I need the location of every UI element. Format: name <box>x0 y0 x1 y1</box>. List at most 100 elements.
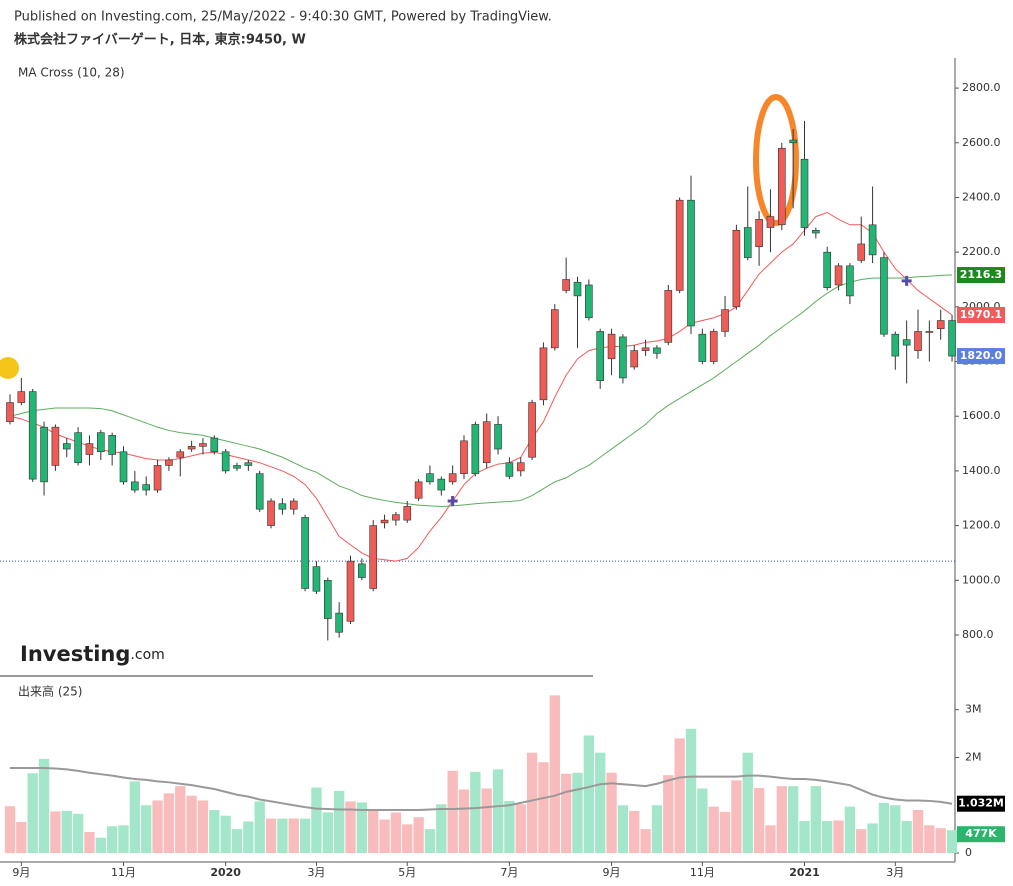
candle-body <box>698 333 707 362</box>
volume-bar <box>390 812 402 853</box>
y-tick-label: 2M <box>965 750 982 763</box>
y-tick-label: 1600.0 <box>962 409 1001 422</box>
volume-bar <box>595 752 606 853</box>
candle-body <box>505 462 514 477</box>
candle-body <box>619 336 627 379</box>
volume-title: 出来高 (25) <box>18 684 82 699</box>
ma-line <box>9 211 953 562</box>
volume-bar <box>697 788 708 853</box>
candle-body <box>562 279 570 291</box>
y-tick-label: 3M <box>965 703 982 716</box>
volume-bar <box>186 795 197 853</box>
candle-body <box>28 391 37 480</box>
ma-line <box>9 274 953 507</box>
volume-bar <box>322 812 333 853</box>
volume-bar <box>787 786 799 853</box>
volume-bar <box>333 790 345 853</box>
candle-body <box>789 139 797 144</box>
candle-body <box>834 265 843 286</box>
volume-bar <box>141 805 152 853</box>
y-tick-label: 800.0 <box>962 628 994 641</box>
volume-bar <box>583 735 595 853</box>
symbol-title: 株式会社ファイバーゲート, 日本, 東京:9450, W <box>14 32 306 48</box>
candle-body <box>630 350 639 368</box>
candle-body <box>687 199 695 327</box>
candle-body <box>653 347 661 354</box>
candle-body <box>153 465 162 491</box>
y-tick-label: 1400.0 <box>962 464 1001 477</box>
volume-bar <box>685 728 697 853</box>
candle-body <box>199 443 207 447</box>
volume-bar <box>16 821 27 853</box>
volume-bar <box>402 824 413 853</box>
y-tick-label: 2600.0 <box>962 136 1001 149</box>
last-value-label: 1820.0 <box>960 349 1003 362</box>
candle-body <box>709 331 718 362</box>
candle-body <box>187 446 196 450</box>
volume-bar <box>379 819 390 853</box>
volume-bar <box>617 805 629 853</box>
volume-bar <box>890 805 901 853</box>
candle-body <box>40 426 48 483</box>
candle-body <box>743 227 752 258</box>
volume-bar <box>38 758 50 853</box>
volume-bar <box>50 811 61 853</box>
y-tick-label: 0 <box>965 846 972 859</box>
candle-body <box>17 391 26 403</box>
volume-bar <box>470 771 481 853</box>
candle-body <box>312 566 321 592</box>
volume-bar <box>106 826 118 853</box>
volume-bar <box>175 786 186 853</box>
volume-bar <box>152 800 163 853</box>
volume-bar <box>753 788 765 853</box>
candle-body <box>573 281 582 297</box>
candle-body <box>6 402 14 422</box>
volume-bar <box>436 804 447 853</box>
volume-bar <box>912 810 924 853</box>
candle-body <box>528 402 536 458</box>
y-tick-label: 1200.0 <box>962 519 1001 532</box>
volume-bar <box>924 825 935 853</box>
volume-bar <box>629 810 640 853</box>
y-tick-label: 2800.0 <box>962 81 1001 94</box>
candle-body <box>812 229 820 234</box>
publish-note: Published on Investing.com, 25/May/2022 … <box>14 10 552 25</box>
volume-bar <box>4 806 16 853</box>
candle-body <box>278 503 287 510</box>
candle-body <box>868 224 877 256</box>
volume-bar <box>799 820 810 853</box>
candle-body <box>766 216 775 228</box>
volume-bar <box>822 820 833 853</box>
candle-body <box>857 243 866 261</box>
candle-body <box>119 451 128 483</box>
volume-bar <box>356 802 368 853</box>
x-tick-label: 7月 <box>500 866 518 879</box>
candle-body <box>675 199 684 291</box>
candle-body <box>85 443 94 455</box>
y-tick-label: 1000.0 <box>962 573 1001 586</box>
logo-suffix: .com <box>130 647 164 663</box>
candle-body <box>392 514 400 521</box>
volume-bar <box>549 695 560 853</box>
last-value-box <box>957 307 1005 324</box>
candle-body <box>925 331 934 333</box>
last-value-label: 1.032M <box>958 797 1004 810</box>
candle-body <box>596 331 605 381</box>
candle-body <box>914 331 922 351</box>
candle-body <box>426 473 434 483</box>
x-tick-label: 3月 <box>307 866 325 879</box>
candle-body <box>902 339 911 346</box>
last-value-box <box>957 826 1005 843</box>
candle-body <box>539 347 548 401</box>
logo: Investing.com <box>20 642 165 666</box>
volume-bar <box>311 787 322 853</box>
candle-body <box>97 432 105 453</box>
volume-bar <box>447 770 458 853</box>
candle-body <box>255 473 264 510</box>
candle-body <box>74 432 82 464</box>
candle-body <box>346 560 355 622</box>
candle-body <box>142 484 150 491</box>
ma-line <box>10 766 953 812</box>
volume-bar <box>27 773 38 853</box>
x-tick-label: 11月 <box>690 866 715 879</box>
